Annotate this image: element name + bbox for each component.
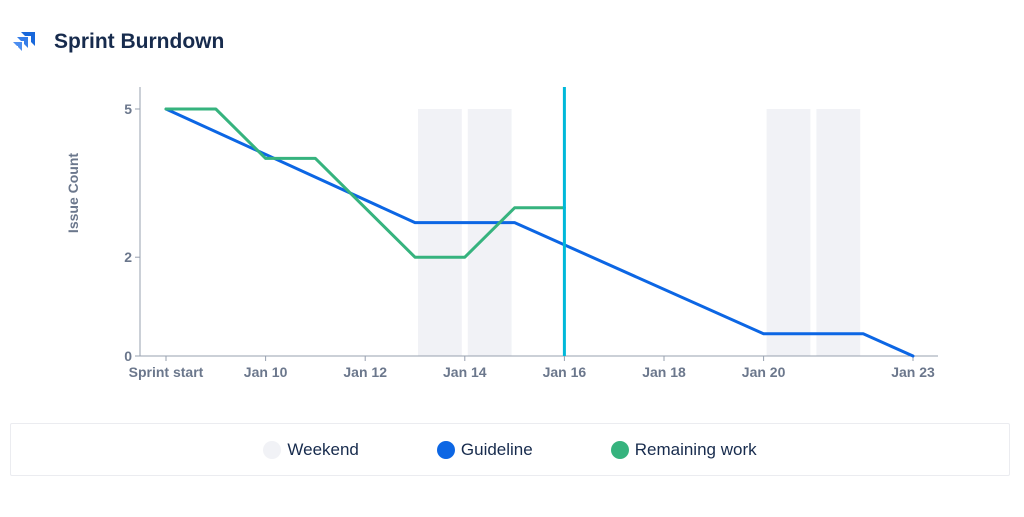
legend-item-remaining-work[interactable]: Remaining work	[610, 439, 757, 460]
y-tick-label-0: 0	[124, 348, 132, 364]
y-tick-label-1: 2	[124, 249, 132, 265]
page-title: Sprint Burndown	[54, 30, 225, 53]
x-tick-label-5: Jan 18	[642, 364, 686, 380]
legend-swatch-guideline	[436, 440, 455, 459]
legend-label-guideline: Guideline	[460, 439, 533, 459]
chart-legend: Weekend Guideline Remaining work	[10, 423, 1010, 476]
x-tick-label-6: Jan 20	[742, 364, 786, 380]
chart-labels: 0 2 5 Issue Count Sprint start Jan 10 Jan 12 Ja…	[65, 101, 935, 380]
weekend-band-0-a	[418, 109, 462, 356]
legend-label-weekend: Weekend	[287, 439, 359, 459]
legend-swatch-remaining-work	[610, 440, 629, 459]
x-tick-label-4: Jan 16	[543, 364, 587, 380]
x-tick-label-2: Jan 12	[343, 364, 387, 380]
chart-header: Sprint Burndown	[12, 24, 224, 60]
y-tick-label-2: 5	[124, 101, 132, 117]
chart-series	[164, 87, 915, 358]
x-tick-label-7: Jan 23	[891, 364, 935, 380]
burndown-chart: 0 2 5 Issue Count Sprint start Jan 10 Jan 12 Ja…	[65, 87, 938, 380]
x-tick-label-0: Sprint start	[129, 364, 204, 380]
weekend-band-1-b	[816, 109, 861, 356]
y-axis-title: Issue Count	[65, 153, 81, 233]
legend-swatch-weekend	[263, 440, 282, 459]
weekend-bands	[418, 109, 861, 356]
legend-item-weekend[interactable]: Weekend	[263, 440, 359, 460]
weekend-band-1-a	[766, 109, 811, 356]
chart-axes	[135, 87, 938, 361]
jira-logo-icon	[13, 32, 35, 51]
series-line-remaining-work	[164, 107, 566, 259]
x-tick-label-1: Jan 10	[244, 364, 288, 380]
series-line-guideline	[164, 107, 915, 358]
legend-item-guideline[interactable]: Guideline	[436, 439, 533, 460]
x-tick-label-3: Jan 14	[443, 364, 487, 380]
legend-label-remaining-work: Remaining work	[634, 439, 757, 459]
